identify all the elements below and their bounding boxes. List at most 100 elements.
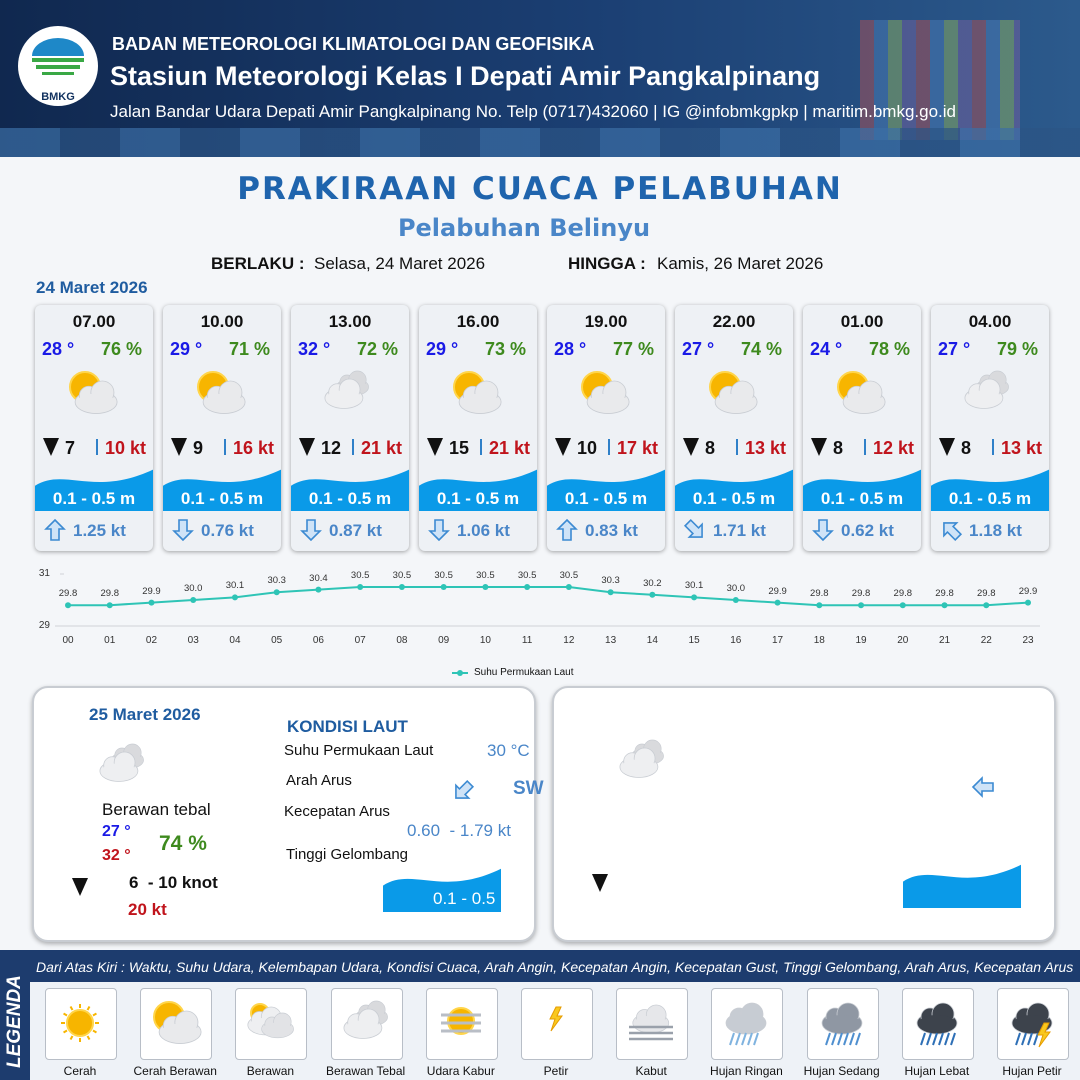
- legend-icon: [343, 1000, 388, 1039]
- hour-wave: 0.1 - 0.5 m: [948, 489, 1032, 508]
- ellipse: [716, 393, 757, 413]
- hour-humidity: 79 %: [997, 339, 1039, 359]
- logo-dome: [32, 38, 84, 56]
- wave-shape: [675, 469, 793, 511]
- hour-current: 0.83 kt: [585, 521, 638, 540]
- hour-gust: 21 kt: [361, 438, 403, 458]
- x-tick-label: 22: [980, 635, 992, 646]
- sst-point: [858, 602, 865, 609]
- ellipse: [620, 759, 657, 777]
- cloud: [74, 380, 118, 414]
- wave-area: [931, 469, 1049, 511]
- validity-to: Kamis, 26 Maret 2026: [657, 254, 824, 273]
- sst-point: [899, 602, 906, 609]
- hour-card: 13.00 32 ° 72 % 12 21 kt 0.1 - 0.5 m 0.87 kt: [291, 305, 409, 551]
- data-label: 29.8: [893, 588, 913, 600]
- header-floor: [0, 128, 1080, 157]
- rain: [925, 1032, 932, 1046]
- hour-time: 01.00: [840, 312, 884, 331]
- validity-from: Selasa, 24 Maret 2026: [314, 254, 486, 273]
- current-arrow-shape: [971, 776, 994, 798]
- sea-title: KONDISI LAUT: [287, 717, 408, 736]
- rain: [824, 1032, 831, 1046]
- rain: [937, 1032, 944, 1046]
- hour-current: 1.06 kt: [457, 521, 510, 540]
- wind-arrow-head: [43, 438, 59, 456]
- hour-wind: 10: [577, 438, 598, 458]
- wave-area: [803, 469, 921, 511]
- data-label: 30.4: [309, 572, 328, 584]
- ellipse: [204, 393, 245, 413]
- legend-icon: [61, 1004, 99, 1042]
- wind-arrow-head: [555, 438, 571, 456]
- weather-icon: [837, 371, 886, 414]
- hour-card: 01.00 24 ° 78 % 8 12 kt 0.1 - 0.5 m 0.62 kt: [803, 305, 921, 551]
- hour-humidity: 76 %: [101, 339, 143, 359]
- cloud: [324, 378, 364, 409]
- rain: [830, 1032, 837, 1046]
- current-arrow: [428, 519, 450, 542]
- rain: [848, 1032, 855, 1046]
- day-box: 25 Maret 2026 Berawan tebal 27 ° 32 ° 74 % 6 …: [32, 686, 544, 942]
- data-label: 30.5: [392, 570, 412, 581]
- rain: [729, 1032, 736, 1046]
- wave-area: [383, 868, 501, 912]
- legend-item: Cerah Berawan: [133, 1064, 217, 1078]
- current-arrow-shape: [428, 519, 450, 542]
- wave-shape: [931, 469, 1049, 511]
- legend-label: Suhu Permukaan Laut: [474, 667, 574, 678]
- wind-arrow: [811, 438, 827, 456]
- wind-arrow: [939, 438, 955, 456]
- legend-icon: [549, 1006, 563, 1032]
- current-dir: SW: [513, 778, 544, 799]
- x-tick-label: 18: [813, 635, 825, 646]
- hour-current: 1.71 kt: [713, 521, 766, 540]
- data-label: 29.9: [1018, 585, 1038, 597]
- legend-icon: [247, 1003, 295, 1039]
- hour-wave: 0.1 - 0.5 m: [436, 489, 520, 508]
- data-label: 30.2: [643, 577, 662, 589]
- hour-card: 19.00 28 ° 77 % 10 17 kt 0.1 - 0.5 m 0.83 kt: [547, 305, 665, 551]
- hour-temp: 29 °: [426, 339, 459, 359]
- legend-icon: [821, 1002, 862, 1046]
- polygon: [455, 779, 475, 799]
- current-arrow-shape: [556, 518, 578, 541]
- legend-item: Hujan Lebat: [904, 1064, 970, 1078]
- hour-temp: 29 °: [170, 339, 203, 359]
- sun-ray: [86, 1035, 91, 1040]
- hour-temp: 28 °: [42, 339, 75, 359]
- legend-item: Berawan Tebal: [326, 1064, 406, 1078]
- weather-icon: [453, 371, 502, 414]
- wind-arrow: [427, 438, 443, 456]
- hour-temp: 24 °: [810, 339, 843, 359]
- current-arrow: [683, 518, 703, 538]
- rain: [931, 1032, 938, 1046]
- sun-ray: [86, 1006, 91, 1011]
- sun-ray: [63, 1012, 68, 1017]
- hour-temp: 32 °: [298, 339, 331, 359]
- sst-point: [315, 586, 322, 593]
- sst-point: [106, 602, 113, 609]
- data-label: 30.5: [476, 570, 495, 581]
- weather-icon: [69, 371, 118, 414]
- hour-wave: 0.1 - 0.5 m: [692, 489, 776, 508]
- rain: [943, 1032, 950, 1046]
- ellipse: [965, 390, 1002, 408]
- wind-arrow: [299, 438, 315, 456]
- data-label: 29.8: [810, 588, 829, 600]
- cloud: [343, 1008, 382, 1039]
- hour-wind: 12: [321, 438, 342, 458]
- polygon: [172, 519, 194, 542]
- data-label: 29.8: [977, 588, 996, 600]
- separator: [352, 439, 354, 455]
- current-arrow-shape: [812, 519, 834, 542]
- x-tick-label: 15: [688, 635, 700, 646]
- station-name: Stasiun Meteorologi Kelas I Depati Amir …: [110, 61, 821, 91]
- current-arrow-shape: [172, 519, 194, 542]
- data-label: 29.8: [851, 588, 871, 600]
- weather-icon: [581, 371, 630, 414]
- hour-wave: 0.1 - 0.5 m: [820, 489, 904, 508]
- ellipse: [262, 1022, 294, 1037]
- separator: [736, 439, 738, 455]
